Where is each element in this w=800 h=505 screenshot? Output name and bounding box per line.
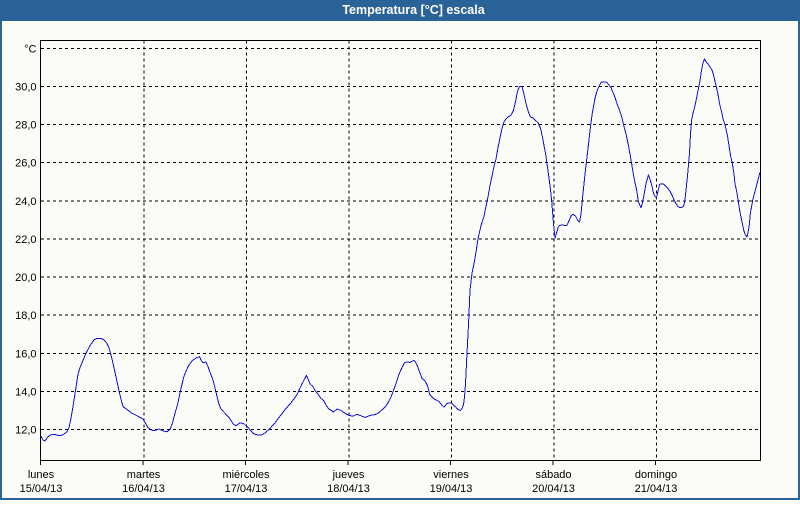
svg-text:16/04/13: 16/04/13	[122, 483, 165, 495]
svg-text:19/04/13: 19/04/13	[430, 483, 473, 495]
svg-text:22,0: 22,0	[15, 234, 36, 246]
svg-text:jueves: jueves	[332, 469, 365, 481]
svg-text:21/04/13: 21/04/13	[635, 483, 678, 495]
svg-text:24,0: 24,0	[15, 196, 36, 208]
svg-text:30,0: 30,0	[15, 82, 36, 94]
svg-text:°C: °C	[24, 43, 36, 55]
svg-text:28,0: 28,0	[15, 120, 36, 132]
svg-text:18/04/13: 18/04/13	[327, 483, 370, 495]
svg-text:sábado: sábado	[535, 469, 571, 481]
svg-text:17/04/13: 17/04/13	[225, 483, 268, 495]
svg-text:20,0: 20,0	[15, 272, 36, 284]
svg-text:12,0: 12,0	[15, 425, 36, 437]
svg-text:Temperatura [°C] escala: Temperatura [°C] escala	[342, 3, 485, 17]
svg-text:18,0: 18,0	[15, 310, 36, 322]
svg-text:26,0: 26,0	[15, 158, 36, 170]
svg-text:martes: martes	[127, 469, 161, 481]
svg-text:viernes: viernes	[433, 469, 469, 481]
svg-text:20/04/13: 20/04/13	[532, 483, 575, 495]
svg-text:15/04/13: 15/04/13	[20, 483, 63, 495]
svg-text:domingo: domingo	[635, 469, 677, 481]
svg-text:miércoles: miércoles	[222, 469, 270, 481]
svg-text:14,0: 14,0	[15, 386, 36, 398]
svg-text:16,0: 16,0	[15, 348, 36, 360]
svg-text:lunes: lunes	[28, 469, 55, 481]
